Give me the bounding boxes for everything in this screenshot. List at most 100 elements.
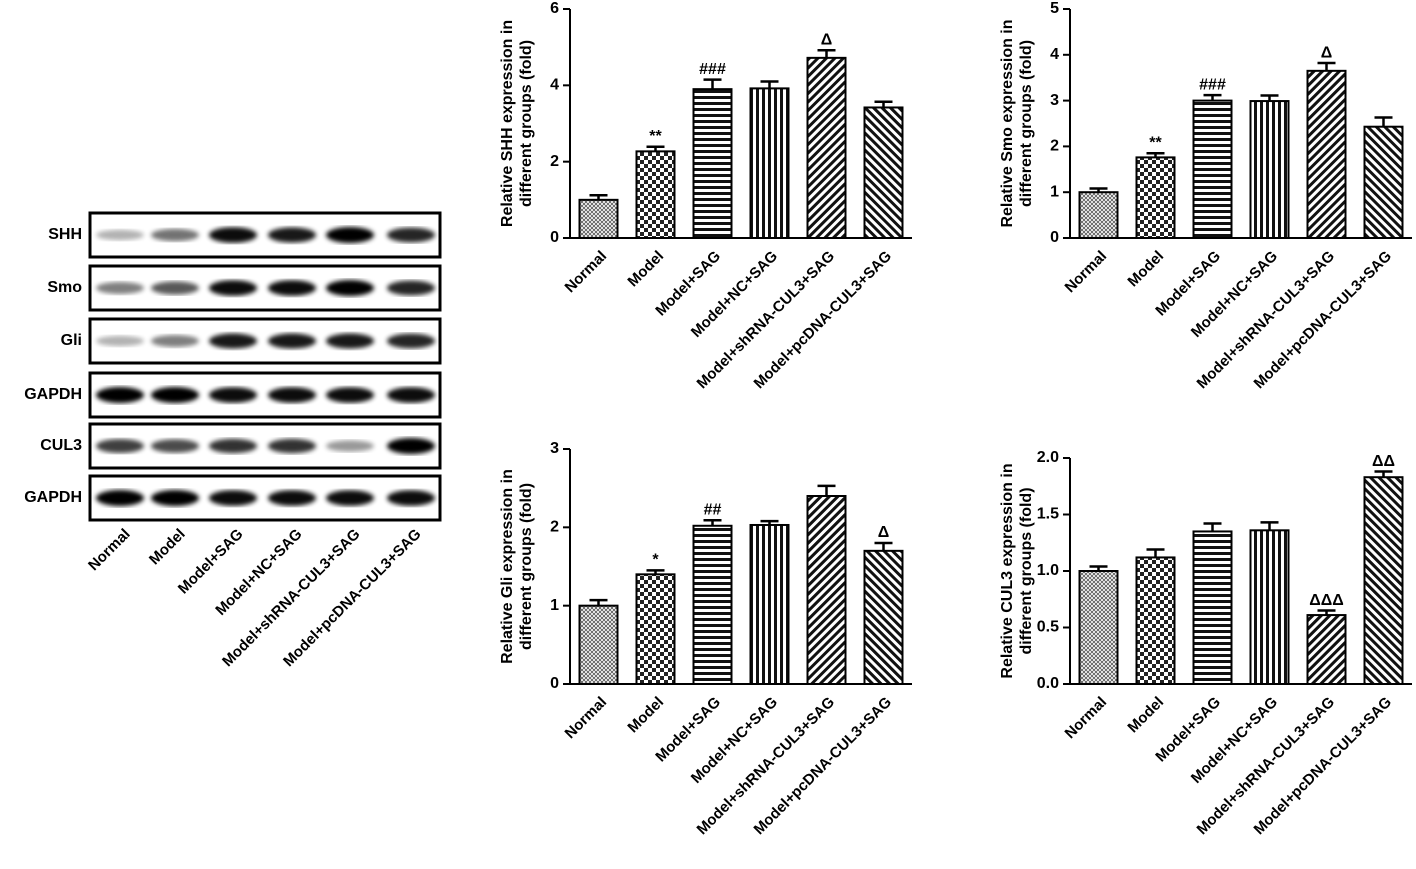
blot-row-label: GAPDH: [24, 386, 82, 403]
blot-band: [268, 438, 316, 454]
bar: [863, 106, 904, 239]
blot-band: [387, 333, 435, 349]
y-axis-label: different groups (fold): [1018, 40, 1035, 207]
error-bar: [1374, 470, 1393, 478]
blot-band: [268, 490, 316, 506]
x-tick-label: Model: [1124, 694, 1167, 737]
bar: [692, 524, 733, 685]
bar: [1078, 570, 1119, 685]
bar: [863, 549, 904, 685]
bar: [1078, 191, 1119, 239]
significance-mark: **: [649, 128, 662, 145]
y-tick-label: 0.5: [1037, 619, 1059, 636]
error-bar: [1260, 94, 1279, 102]
y-axis-label: Relative Smo expression in: [999, 19, 1016, 227]
bar: [749, 523, 790, 685]
blot-band: [209, 387, 257, 403]
error-bar: [1089, 187, 1108, 193]
y-axis-label: Relative Gli expression in: [499, 469, 516, 664]
blot-band: [151, 387, 199, 403]
blot-frame: [88, 474, 442, 522]
blot-band: [326, 280, 374, 296]
bar: [1306, 69, 1347, 239]
error-bar: [1089, 565, 1108, 571]
blot-band: [268, 280, 316, 296]
y-axis-label: different groups (fold): [1018, 487, 1035, 654]
significance-mark: ###: [1199, 76, 1226, 93]
blot-band: [326, 440, 374, 452]
error-bar: [1317, 61, 1336, 71]
blot-band: [151, 490, 199, 506]
bar: [1249, 100, 1290, 239]
x-tick-label: Model: [624, 248, 667, 291]
error-bar: [589, 598, 608, 606]
blot-row-label: GAPDH: [24, 489, 82, 506]
blot-band: [151, 228, 199, 242]
x-tick-label: Model: [1124, 248, 1167, 291]
blot-band: [326, 227, 374, 243]
bar: [692, 88, 733, 240]
bar: [578, 198, 619, 239]
blot-band: [268, 227, 316, 243]
blot-frame: [88, 371, 442, 419]
bar: [806, 495, 847, 685]
blot-row-label: CUL3: [40, 437, 82, 454]
bar: [578, 604, 619, 686]
blot-row-label: Gli: [61, 332, 82, 349]
y-axis-label: Relative SHH expression in: [499, 20, 516, 227]
blot-frame: [88, 317, 442, 365]
bar: [1306, 614, 1347, 686]
y-tick-label: 0: [550, 229, 559, 246]
blot-band: [387, 280, 435, 296]
error-bar: [1146, 548, 1165, 558]
x-tick-label: Normal: [562, 248, 611, 297]
y-axis-label: different groups (fold): [518, 40, 535, 207]
blot-band: [326, 490, 374, 506]
error-bar: [874, 100, 893, 108]
error-bar: [817, 484, 836, 496]
significance-mark: ΔΔΔ: [1309, 592, 1344, 609]
x-tick-label: Normal: [1062, 694, 1111, 743]
blot-band: [96, 387, 144, 403]
blot-band: [151, 439, 199, 453]
blot-band: [268, 333, 316, 349]
y-tick-label: 3: [550, 440, 559, 457]
y-axis-label: Relative CUL3 expression in: [999, 463, 1016, 678]
blot-row-label: Smo: [47, 279, 82, 296]
y-tick-label: 5: [1050, 0, 1059, 17]
blot-frame: [88, 264, 442, 312]
bar: [1192, 99, 1233, 239]
blot-band: [209, 490, 257, 506]
significance-mark: *: [652, 552, 659, 569]
blot-band: [209, 280, 257, 296]
y-axis-label: different groups (fold): [518, 483, 535, 650]
bar: [1363, 476, 1404, 685]
y-tick-label: 2: [1050, 138, 1059, 155]
y-tick-label: 0: [550, 675, 559, 692]
error-bar: [1203, 522, 1222, 532]
y-tick-label: 2: [550, 519, 559, 536]
blot-band: [387, 227, 435, 243]
significance-mark: Δ: [1321, 44, 1333, 61]
y-tick-label: 0.0: [1037, 675, 1059, 692]
blot-band: [326, 333, 374, 349]
y-tick-label: 3: [1050, 92, 1059, 109]
y-tick-label: 2: [550, 153, 559, 170]
error-bar: [1317, 609, 1336, 616]
blot-band: [151, 281, 199, 295]
blot-band: [387, 438, 435, 454]
error-bar: [874, 541, 893, 551]
bar: [1249, 529, 1290, 685]
error-bar: [646, 145, 665, 152]
y-tick-label: 1: [1050, 183, 1059, 200]
blot-band: [209, 438, 257, 454]
y-tick-label: 2.0: [1037, 449, 1059, 466]
error-bar: [1146, 152, 1165, 158]
blot-band: [326, 387, 374, 403]
blot-band: [387, 387, 435, 403]
error-bar: [703, 519, 722, 526]
blot-band: [387, 490, 435, 506]
significance-mark: **: [1149, 134, 1162, 151]
blot-band: [96, 282, 144, 294]
significance-mark: ###: [699, 61, 726, 78]
